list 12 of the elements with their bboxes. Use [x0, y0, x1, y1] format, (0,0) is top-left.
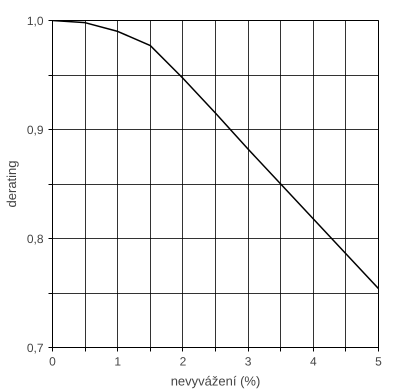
- y-tick-label: 0,9: [26, 123, 44, 137]
- x-tick-label: 2: [180, 354, 187, 368]
- x-tick-label: 0: [49, 354, 56, 368]
- x-axis-title: nevyvážení (%): [170, 374, 260, 388]
- x-tick-label: 1: [114, 354, 122, 368]
- y-axis-title: derating: [4, 160, 19, 208]
- y-tick-label: 0,8: [26, 232, 44, 246]
- x-tick-label: 4: [310, 354, 317, 368]
- y-tick-label: 0,7: [26, 341, 44, 355]
- x-tick-label: 3: [244, 354, 252, 368]
- y-tick-label: 1,0: [26, 14, 44, 28]
- x-tick-label: 5: [375, 354, 382, 368]
